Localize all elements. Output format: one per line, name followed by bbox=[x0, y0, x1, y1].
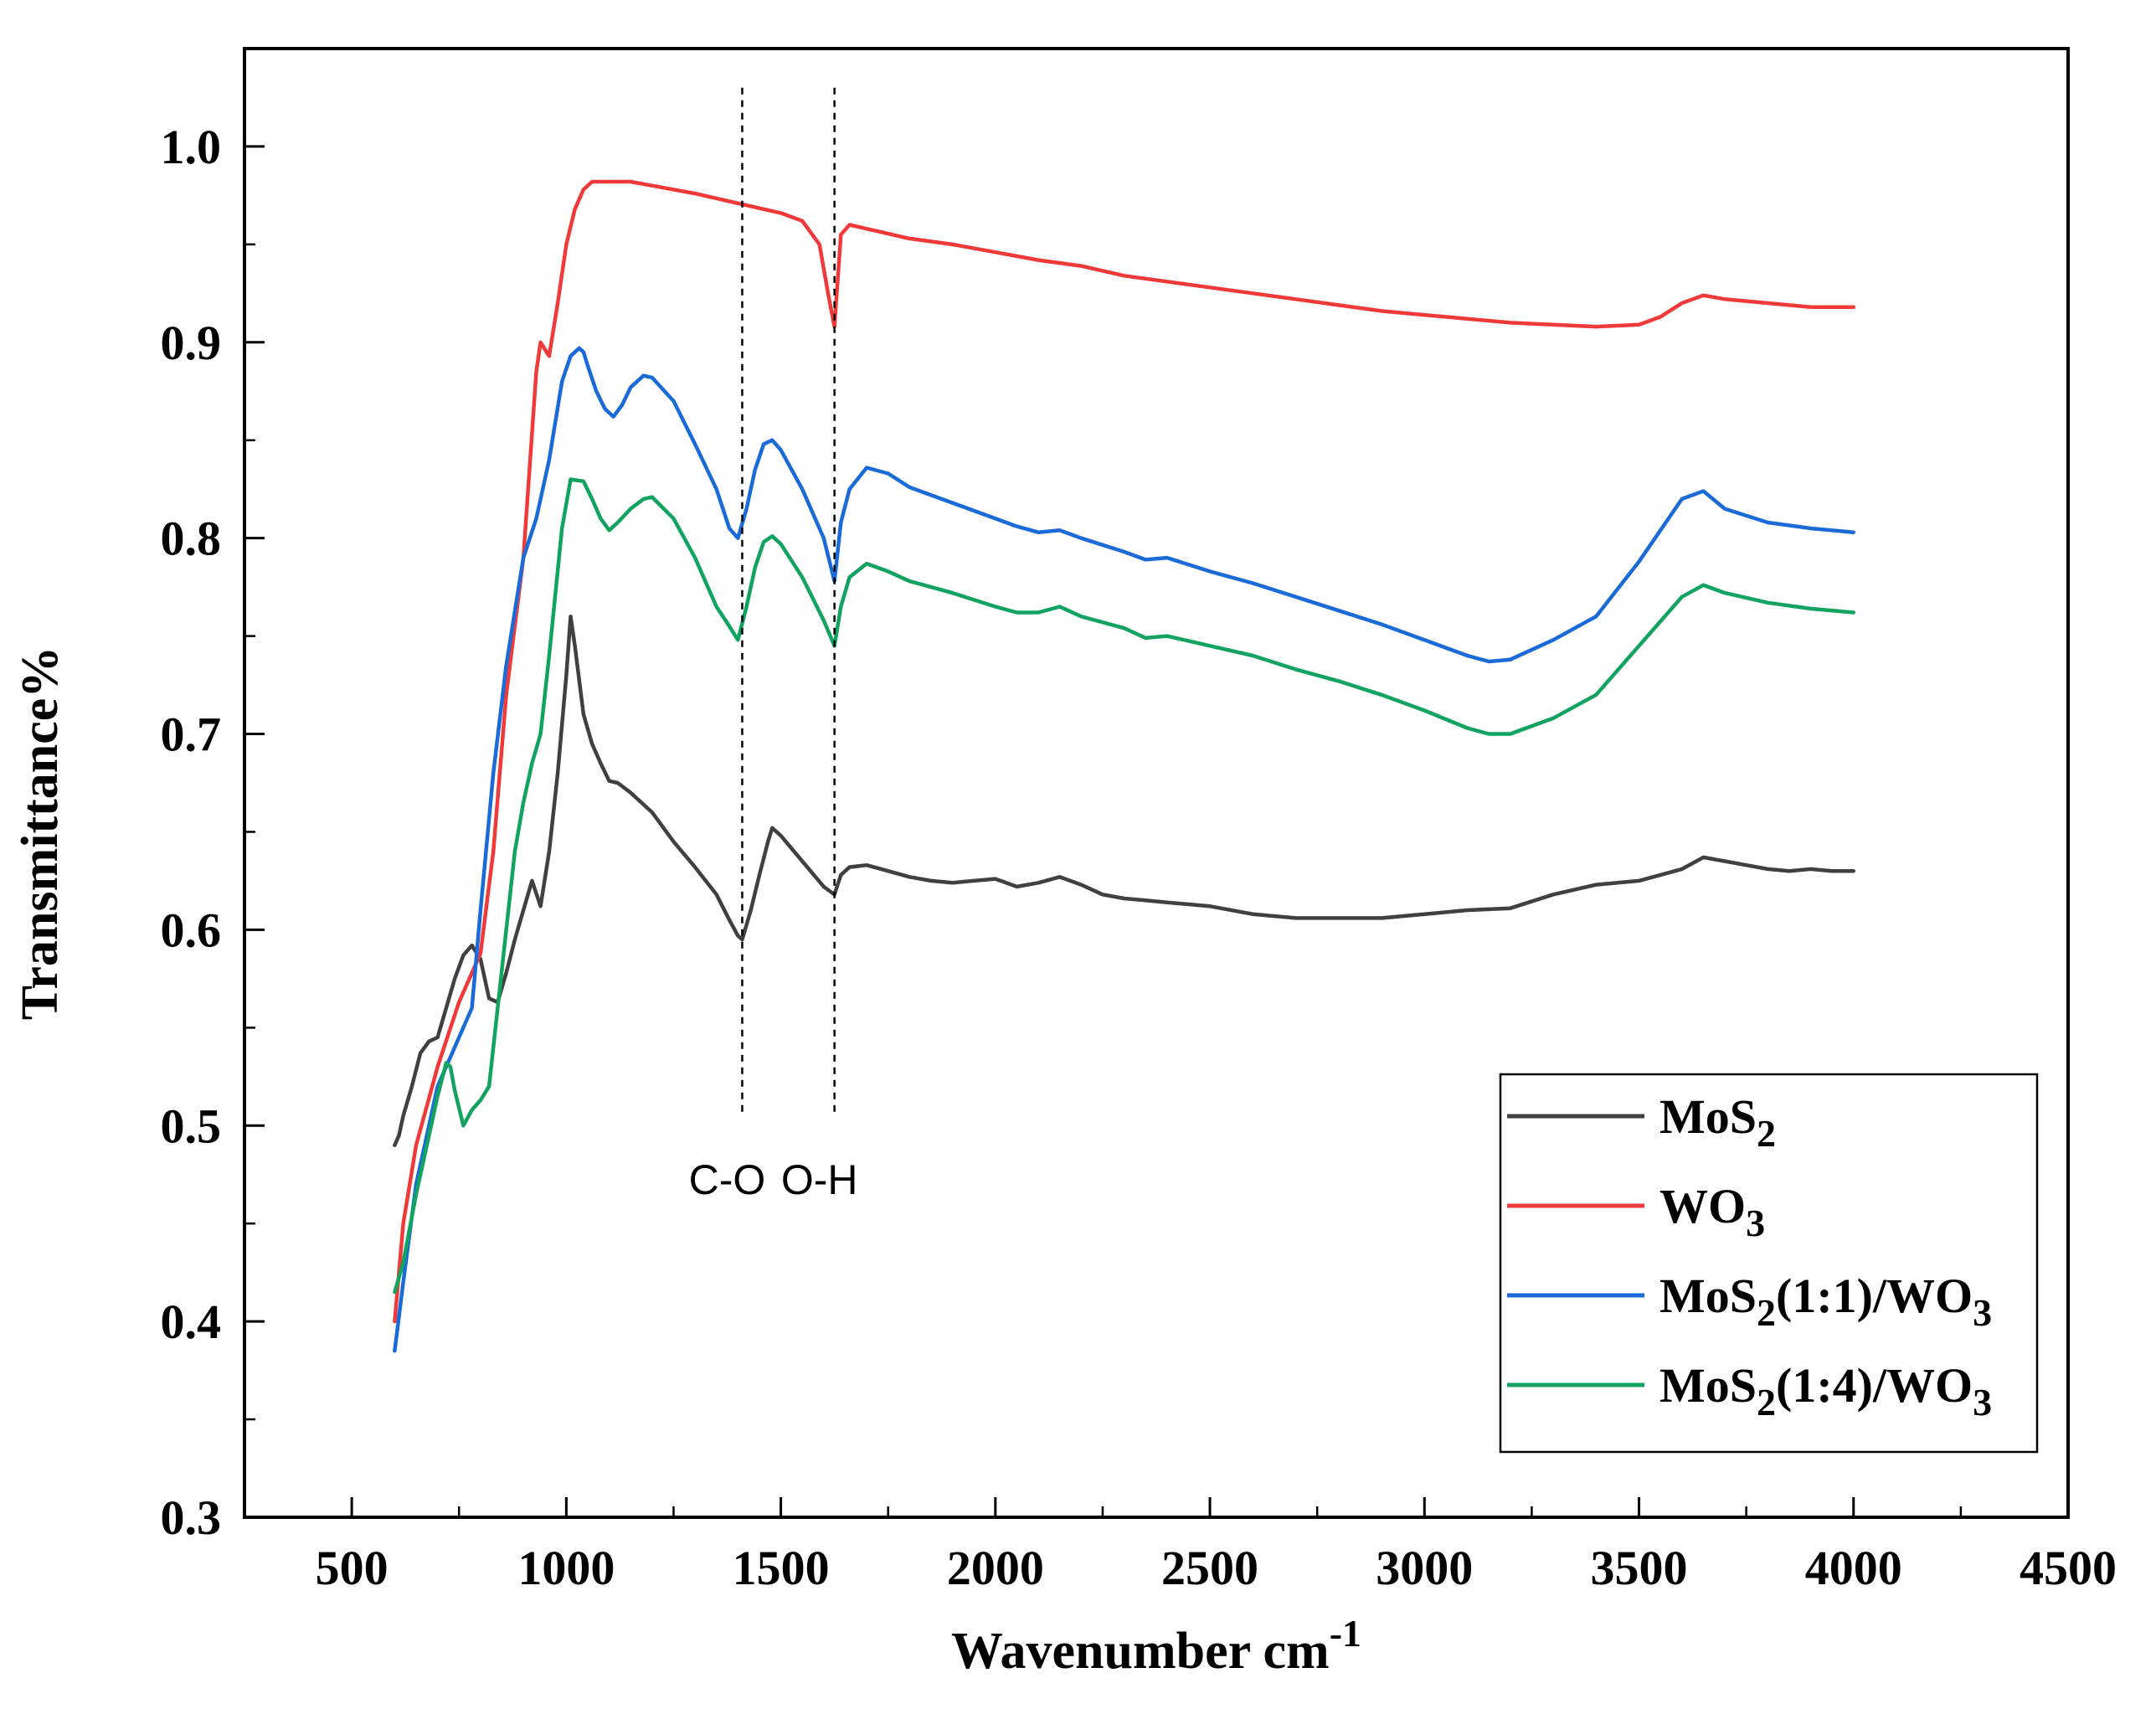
y-tick-label: 1.0 bbox=[161, 120, 222, 174]
annotation-label: O-H bbox=[781, 1156, 858, 1203]
series-line-mos2-1-1-wo3 bbox=[393, 346, 1856, 1353]
x-axis-title: Wavenumber cm-1 bbox=[951, 1612, 1361, 1680]
y-tick-label: 0.7 bbox=[161, 708, 222, 762]
y-tick-label: 0.5 bbox=[161, 1099, 222, 1153]
y-axis-title: Transmittance% bbox=[12, 646, 69, 1021]
x-tick-label: 500 bbox=[316, 1541, 388, 1595]
series-line-wo3 bbox=[393, 179, 1856, 1324]
x-tick-label: 2500 bbox=[1161, 1541, 1258, 1595]
x-tick-label: 1000 bbox=[517, 1541, 615, 1595]
x-axis-title-main: Wavenumber cm bbox=[951, 1623, 1330, 1680]
y-tick-label: 0.8 bbox=[161, 512, 222, 566]
annotation-layer: C-O O-H bbox=[689, 87, 858, 1203]
legend: MoS2 WO3 MoS2(1:1)/WO3 MoS2(1:4)/WO3 bbox=[1499, 1073, 2039, 1454]
x-tick-label: 3000 bbox=[1376, 1541, 1473, 1595]
legend-label: MoS2(1:1)/WO3 bbox=[1659, 1269, 1992, 1334]
annotation-label: C-O bbox=[689, 1156, 766, 1203]
legend-box bbox=[1499, 1073, 2039, 1454]
y-tick-label: 0.3 bbox=[161, 1490, 222, 1545]
y-tick-label: 0.6 bbox=[161, 903, 222, 957]
series-line-mos2-1-4-wo3 bbox=[393, 477, 1856, 1295]
y-tick-label: 0.9 bbox=[161, 316, 222, 370]
legend-items: MoS2 WO3 MoS2(1:1)/WO3 MoS2(1:4)/WO3 bbox=[1507, 1089, 1992, 1423]
x-axis-title-superscript: -1 bbox=[1330, 1612, 1361, 1655]
x-axis-ticks: 500 1000 1500 2000 2500 3000 3500 4000 4500 bbox=[243, 1497, 2117, 1595]
x-tick-label: 4500 bbox=[2020, 1541, 2117, 1595]
series-layer bbox=[393, 179, 1856, 1353]
series-line-mos2 bbox=[393, 614, 1856, 1147]
legend-label: MoS2(1:4)/WO3 bbox=[1659, 1358, 1992, 1423]
plot-area-frame bbox=[243, 47, 2070, 1519]
legend-label: MoS2 bbox=[1659, 1089, 1776, 1155]
x-tick-label: 4000 bbox=[1805, 1541, 1902, 1595]
x-tick-label: 2000 bbox=[947, 1541, 1044, 1595]
y-axis-ticks: 0.3 0.4 0.5 0.6 0.7 0.8 0.9 1.0 bbox=[161, 47, 265, 1545]
x-tick-label: 1500 bbox=[733, 1541, 830, 1595]
x-tick-label: 3500 bbox=[1591, 1541, 1688, 1595]
legend-label: WO3 bbox=[1659, 1179, 1765, 1244]
y-tick-label: 0.4 bbox=[161, 1295, 222, 1349]
